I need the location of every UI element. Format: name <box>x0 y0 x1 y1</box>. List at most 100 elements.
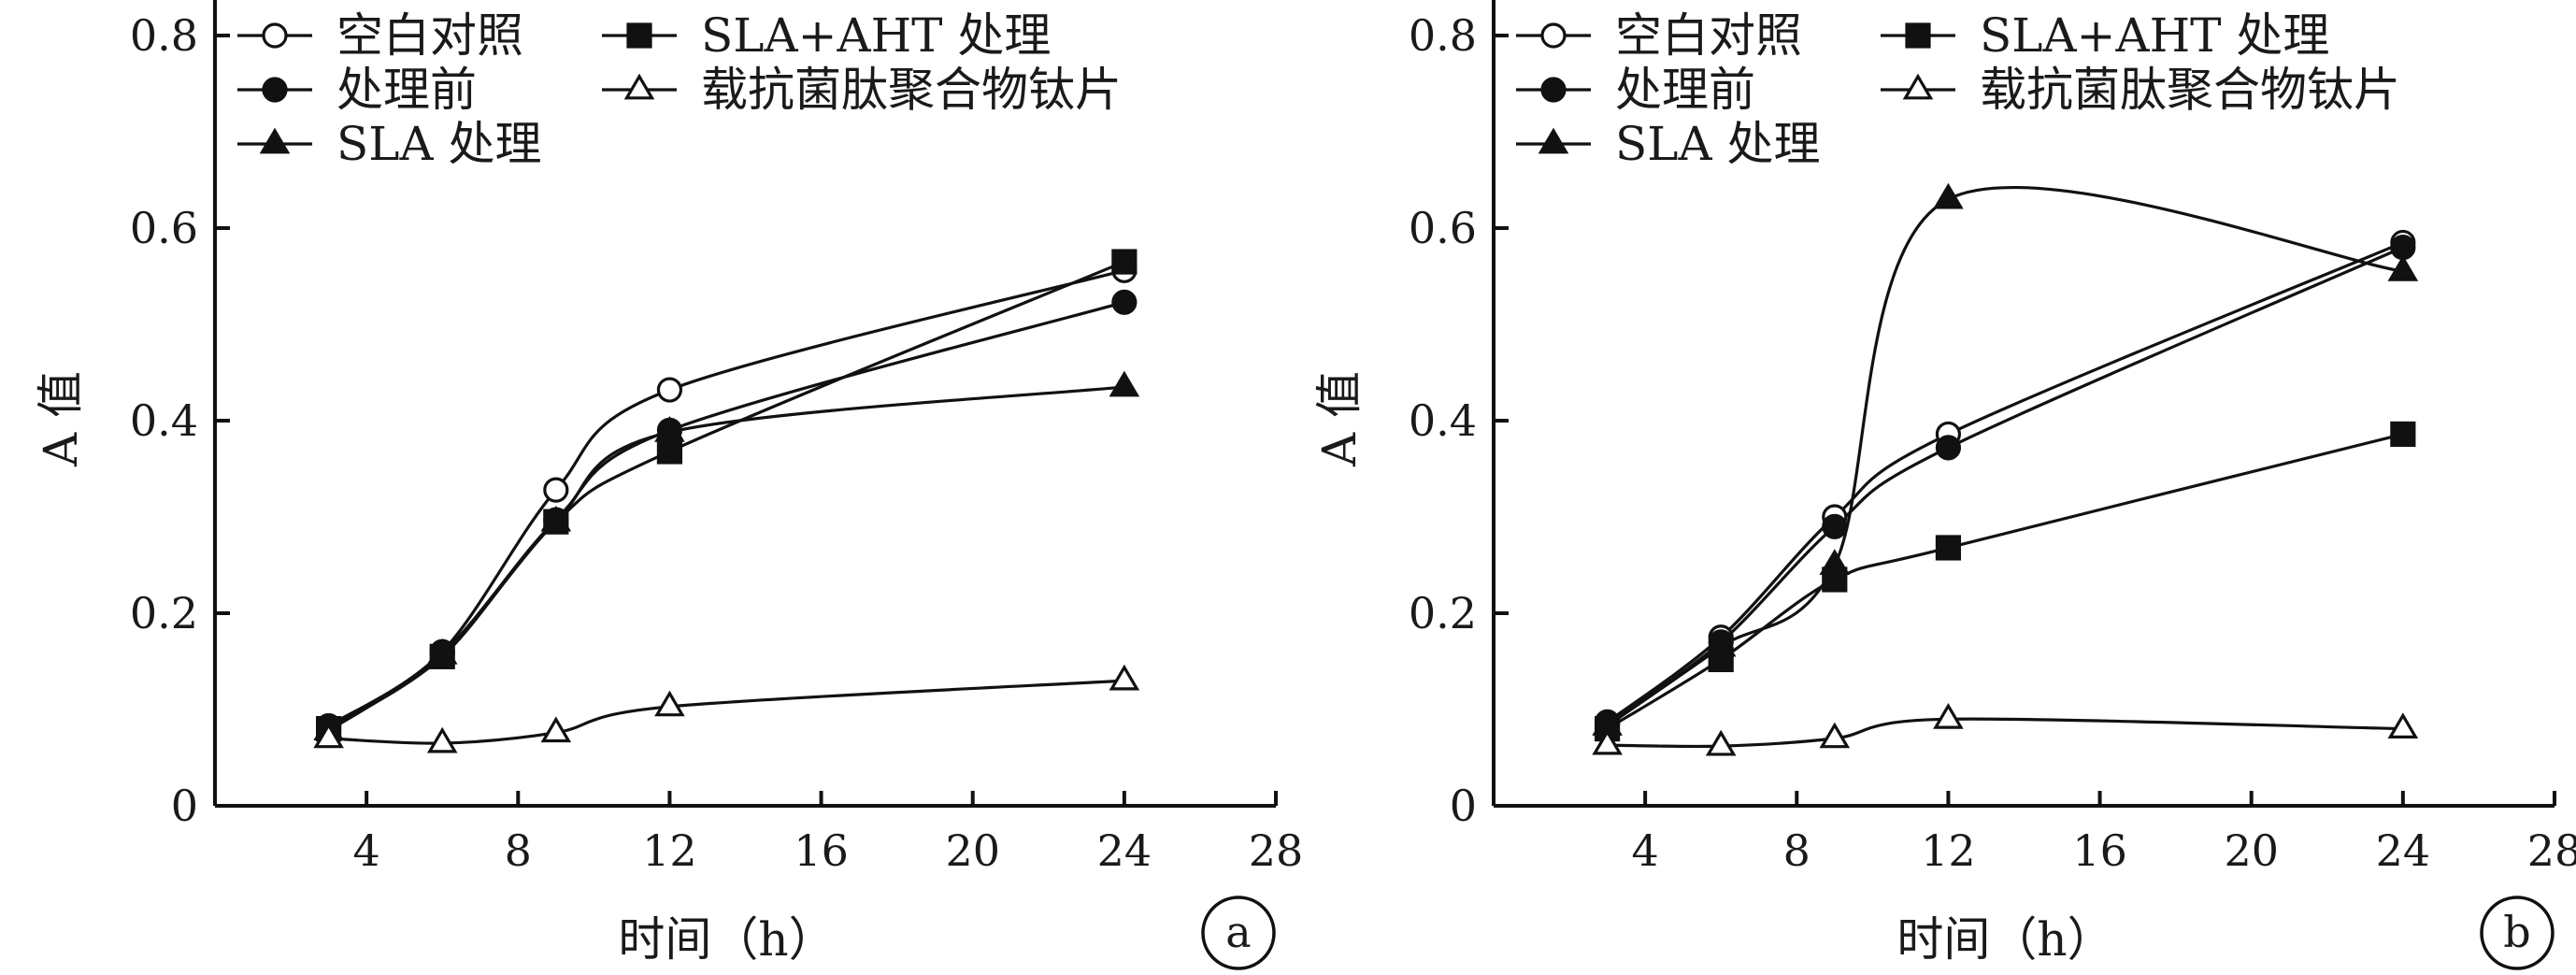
y-tick-label: 0 <box>1450 781 1477 831</box>
legend-marker <box>1540 22 1567 49</box>
data-point-s1-p4 <box>1111 289 1138 315</box>
x-tick-label: 16 <box>2072 825 2127 876</box>
y-tick-label: 0.2 <box>130 588 198 638</box>
data-point-s1-p3 <box>1935 435 1962 461</box>
legend-marker <box>623 73 655 100</box>
series-line-4 <box>1607 717 2403 749</box>
x-tick-label: 24 <box>2376 825 2431 876</box>
legend-item-3: SLA+AHT 处理 <box>1881 8 2329 63</box>
legend-item-2: SLA 处理 <box>237 117 541 171</box>
legend-item-2: SLA 处理 <box>1516 117 1820 171</box>
legend-label: 载抗菌肽聚合物钛片 <box>701 63 1122 117</box>
legend-marker <box>1905 22 1931 49</box>
legend-label: 处理前 <box>336 63 477 117</box>
data-point-s0-p3 <box>656 377 683 403</box>
legend-marker <box>626 22 652 49</box>
data-point-s4-p1 <box>426 726 458 753</box>
legend-label: 空白对照 <box>336 8 523 63</box>
legend-item-0: 空白对照 <box>237 8 523 63</box>
data-point-s4-p4 <box>2387 712 2419 738</box>
x-tick-label: 12 <box>1921 825 1976 876</box>
data-point-s3-p1 <box>429 643 455 669</box>
panel-label: a <box>1225 907 1251 957</box>
data-point-s3-p2 <box>1822 566 1848 593</box>
y-tick-label: 0 <box>171 781 198 831</box>
legend-item-0: 空白对照 <box>1516 8 1802 63</box>
panel-label-circle <box>1201 896 1276 970</box>
panel-label-circle <box>2480 896 2555 970</box>
legend-marker <box>1902 73 1934 100</box>
legend-label: 载抗菌肽聚合物钛片 <box>1980 63 2400 117</box>
data-point-s4-p2 <box>540 716 572 743</box>
data-point-s4-p2 <box>1819 722 1851 749</box>
series-line-0 <box>1606 240 2404 724</box>
data-point-s4-p4 <box>1109 664 1140 691</box>
y-tick-label: 0.6 <box>130 203 198 253</box>
x-tick-label: 8 <box>1783 825 1810 876</box>
legend-item-1: 处理前 <box>237 63 477 117</box>
data-point-s2-p4 <box>1109 370 1140 397</box>
data-point-s3-p4 <box>2390 421 2416 448</box>
legend-label: SLA+AHT 处理 <box>701 8 1051 63</box>
series-line-1 <box>1606 246 2404 725</box>
data-point-s4-p1 <box>1705 729 1737 756</box>
legend-label: 处理前 <box>1615 63 1755 117</box>
series-line-2 <box>327 385 1125 732</box>
x-tick-label: 4 <box>353 825 380 876</box>
data-point-s3-p3 <box>656 438 683 465</box>
legend-marker <box>1540 77 1567 103</box>
legend-item-4: 载抗菌肽聚合物钛片 <box>602 63 1122 117</box>
legend-marker <box>259 127 291 154</box>
chart-panel-a: 0 0.2 0.4 0.6 0.8 4 8 12 16 20 24 28 时间（h） A 值 a 空白对照处理… <box>34 0 1304 970</box>
legend-label: 空白对照 <box>1615 8 1802 63</box>
data-point-s4-p3 <box>654 690 685 717</box>
data-point-s3-p3 <box>1935 535 1962 561</box>
x-tick-label: 16 <box>794 825 849 876</box>
data-point-s4-p3 <box>1933 702 1964 729</box>
data-point-s4-p0 <box>313 722 344 749</box>
y-tick-label: 0.2 <box>1409 588 1477 638</box>
legend-marker <box>1538 127 1569 154</box>
x-axis-title: 时间（h） <box>618 912 835 967</box>
y-axis-title: A 值 <box>34 371 88 467</box>
data-point-s2-p3 <box>1933 182 1964 209</box>
legend-marker <box>262 77 288 103</box>
x-tick-label: 8 <box>505 825 532 876</box>
legend-marker <box>262 22 288 49</box>
x-tick-label: 4 <box>1632 825 1659 876</box>
y-tick-label: 0.4 <box>130 395 198 446</box>
series-line-4 <box>328 679 1124 745</box>
data-point-s1-p2 <box>1822 513 1848 539</box>
data-point-s1-p4 <box>2390 235 2416 261</box>
x-tick-label: 20 <box>945 825 1000 876</box>
x-tick-label: 28 <box>1249 825 1304 876</box>
panel-label: b <box>2503 907 2530 957</box>
data-point-s3-p2 <box>543 509 569 535</box>
data-point-s2-p4 <box>2387 255 2419 281</box>
y-tick-label: 0.6 <box>1409 203 1477 253</box>
y-axis-title: A 值 <box>1312 371 1367 467</box>
legend-item-3: SLA+AHT 处理 <box>602 8 1051 63</box>
y-tick-label: 0.4 <box>1409 395 1477 446</box>
series-line-3 <box>327 260 1125 730</box>
x-tick-label: 24 <box>1097 825 1152 876</box>
data-point-s3-p1 <box>1708 646 1734 673</box>
series-line-3 <box>1606 432 2404 730</box>
x-tick-label: 12 <box>642 825 697 876</box>
y-tick-label: 0.8 <box>130 10 198 61</box>
y-tick-label: 0.8 <box>1409 10 1477 61</box>
data-point-s0-p2 <box>543 477 569 503</box>
legend-label: SLA+AHT 处理 <box>1980 8 2329 63</box>
x-tick-label: 20 <box>2224 825 2279 876</box>
legend-label: SLA 处理 <box>336 117 541 171</box>
legend-label: SLA 处理 <box>1615 117 1820 171</box>
legend-item-1: 处理前 <box>1516 63 1755 117</box>
x-axis-title: 时间（h） <box>1896 912 2113 967</box>
legend-item-4: 载抗菌肽聚合物钛片 <box>1881 63 2400 117</box>
data-point-s4-p0 <box>1592 728 1623 755</box>
data-point-s3-p4 <box>1111 249 1138 275</box>
chart-panel-b: 0 0.2 0.4 0.6 0.8 4 8 12 16 20 24 28 时间（h） A 值 b 空白对照处理… <box>1312 0 2576 970</box>
x-tick-label: 28 <box>2527 825 2576 876</box>
